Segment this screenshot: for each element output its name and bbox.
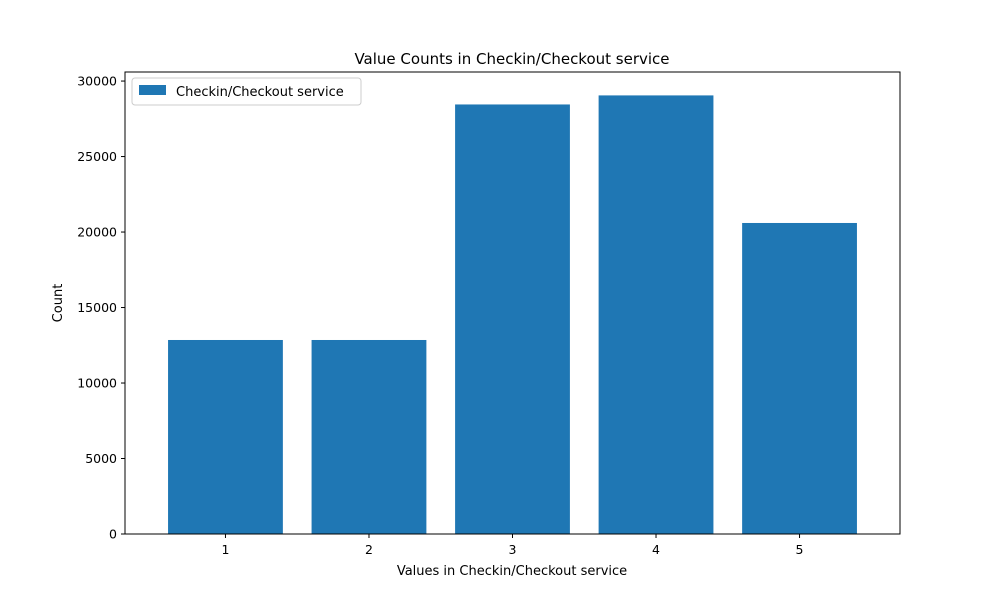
y-tick-label-25000: 25000 — [77, 149, 117, 164]
y-tick-label-20000: 20000 — [77, 225, 117, 240]
bars-layer — [168, 95, 857, 534]
chart-title: Value Counts in Checkin/Checkout service — [354, 50, 669, 68]
bar-2 — [311, 339, 427, 534]
y-tick-label-5000: 5000 — [85, 451, 117, 466]
y-tick-label-15000: 15000 — [77, 300, 117, 315]
x-tick-label-5: 5 — [796, 542, 804, 557]
bar-1 — [168, 339, 283, 534]
bar-4 — [598, 95, 714, 534]
x-tick-label-1: 1 — [221, 542, 229, 557]
legend-box — [131, 77, 362, 106]
x-tick-label-4: 4 — [652, 542, 660, 557]
bar-5 — [742, 222, 857, 534]
y-axis-ticks: 0 5000 10000 15000 20000 25000 30000 — [77, 74, 125, 542]
y-tick-label-30000: 30000 — [77, 74, 117, 89]
y-tick-label-0: 0 — [109, 527, 117, 542]
y-tick-label-10000: 10000 — [77, 376, 117, 391]
x-axis-label: Values in Checkin/Checkout service — [397, 564, 627, 579]
x-axis-ticks: 1 2 3 4 5 — [221, 534, 804, 557]
plot-frame — [124, 71, 901, 535]
legend-label: Checkin/Checkout service — [176, 85, 344, 100]
y-axis-label: Count — [51, 284, 66, 323]
x-tick-label-2: 2 — [365, 542, 373, 557]
bar-3 — [455, 104, 570, 534]
legend-swatch — [139, 85, 166, 95]
x-tick-label-3: 3 — [509, 542, 517, 557]
legend: Checkin/Checkout service — [131, 77, 362, 106]
